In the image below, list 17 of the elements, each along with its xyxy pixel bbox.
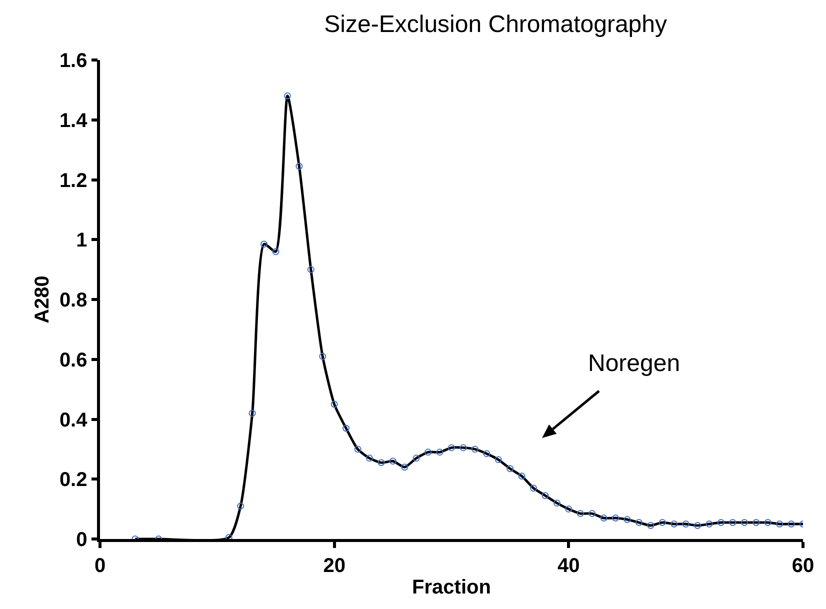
y-tick-label: 0.4 xyxy=(59,409,88,432)
x-tick-label: 60 xyxy=(792,554,814,577)
y-tick-label: 1.4 xyxy=(59,110,88,132)
y-tick-label: 0.2 xyxy=(59,469,88,492)
y-tick-label: 1.6 xyxy=(59,50,88,72)
x-tick-label: 40 xyxy=(558,554,580,577)
y-tick-label: 1 xyxy=(76,230,88,252)
annotation: Noregen xyxy=(588,350,680,377)
x-tick-label: 0 xyxy=(94,554,106,577)
y-tick-label: 1.2 xyxy=(59,170,88,192)
chart-title: Size-Exclusion Chromatography xyxy=(324,11,668,38)
x-axis-title: Fraction xyxy=(412,576,491,598)
y-tick-label: 0 xyxy=(76,529,88,551)
y-tick-label: 0.6 xyxy=(59,349,88,372)
x-tick-label: 20 xyxy=(323,554,346,577)
y-axis-title: A280 xyxy=(32,276,54,324)
y-tick-label: 0.8 xyxy=(59,290,88,312)
